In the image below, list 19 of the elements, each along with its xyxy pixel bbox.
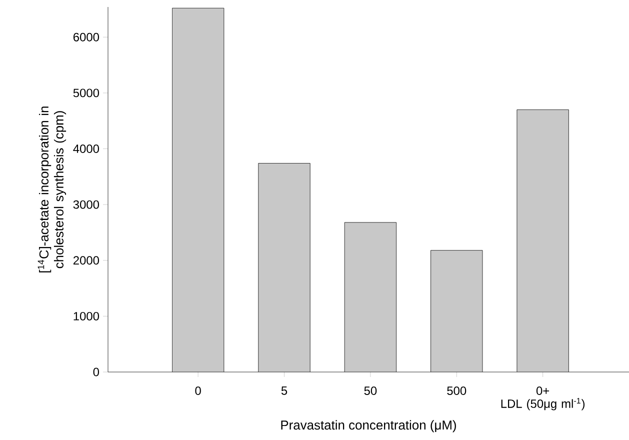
y-tick-label: 5000: [73, 88, 100, 98]
x-tick-label: 500: [447, 386, 466, 395]
y-tick-label: 1000: [74, 312, 100, 320]
bar: [172, 8, 224, 372]
x-tick-label: 0+ LDL (50μg ml$^{-1}$): [501, 386, 585, 410]
y-tick-label: 2000: [73, 256, 100, 265]
y-axis-title: [$^{14}$C]-acetate incorporation in cholesterol synthesis (cpm): [38, 106, 66, 272]
y-tick-label: 0: [93, 368, 100, 376]
bar: [516, 109, 569, 372]
y-tick-label: 3000: [73, 200, 100, 209]
x-axis-title: Pravastatin concentration (μM): [281, 420, 456, 432]
y-tick-label: 4000: [73, 144, 100, 153]
x-tick-label: 5: [281, 386, 288, 395]
bar: [344, 222, 396, 372]
bar: [430, 250, 482, 372]
x-tick-label: 0: [195, 386, 201, 395]
bar: [258, 163, 310, 372]
y-tick-label: 6000: [73, 32, 100, 42]
x-tick-label: 50: [364, 386, 377, 395]
